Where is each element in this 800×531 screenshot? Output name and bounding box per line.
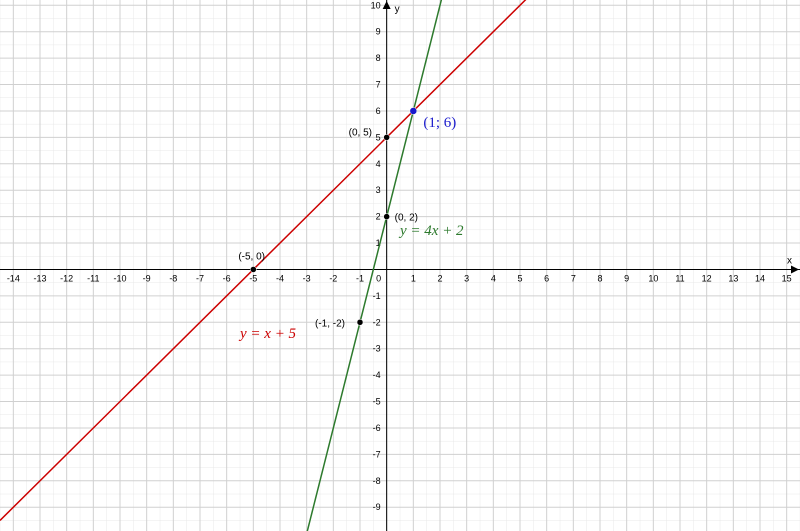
x-tick-label: -14 — [7, 273, 20, 283]
x-tick-label: 3 — [464, 273, 469, 283]
y-tick-label: 10 — [371, 0, 381, 10]
x-tick-label: 11 — [675, 273, 684, 283]
point-label-p1: (0, 5) — [349, 127, 372, 138]
x-tick-label: 1 — [411, 273, 416, 283]
point-p3 — [384, 214, 390, 220]
x-tick-label: 4 — [491, 273, 496, 283]
x-tick-label: 15 — [782, 273, 792, 283]
y-tick-label: -7 — [373, 449, 381, 459]
chart-svg: -14-13-12-11-10-9-8-7-6-5-4-3-2-10123456… — [0, 0, 800, 531]
x-tick-label: 14 — [755, 273, 765, 283]
x-tick-label: 6 — [544, 273, 549, 283]
y-tick-label: 5 — [376, 132, 381, 142]
point-label-intersection: (1; 6) — [423, 115, 456, 131]
y-tick-label: 8 — [376, 53, 381, 63]
y-tick-label: 9 — [376, 27, 381, 37]
x-tick-label: 13 — [728, 273, 738, 283]
green-line-label: y = 4x + 2 — [398, 223, 464, 239]
y-tick-label: -6 — [373, 423, 381, 433]
point-p1 — [384, 134, 390, 140]
x-tick-label: -4 — [276, 273, 284, 283]
y-tick-label: 2 — [376, 212, 381, 222]
y-tick-label: -8 — [373, 476, 381, 486]
y-tick-label: 7 — [376, 80, 381, 90]
point-label-p2: (-5, 0) — [238, 251, 265, 262]
point-label-p4: (-1, -2) — [315, 318, 345, 329]
tick-label-origin: 0 — [376, 273, 381, 283]
x-tick-label: 2 — [437, 273, 442, 283]
point-intersection — [410, 107, 417, 114]
x-tick-label: 12 — [702, 273, 712, 283]
point-p4 — [357, 319, 363, 325]
y-tick-label: -2 — [373, 317, 381, 327]
point-p2 — [250, 266, 256, 272]
x-tick-label: -10 — [113, 273, 126, 283]
y-tick-label: -5 — [373, 397, 381, 407]
x-tick-label: -11 — [87, 273, 99, 283]
x-tick-label: -13 — [33, 273, 46, 283]
y-tick-label: -3 — [373, 344, 381, 354]
x-tick-label: -2 — [329, 273, 337, 283]
x-tick-label: -6 — [223, 273, 231, 283]
y-axis-label: y — [395, 4, 400, 15]
x-tick-label: 8 — [597, 273, 602, 283]
y-tick-label: -4 — [373, 370, 381, 380]
x-tick-label: -8 — [169, 273, 177, 283]
x-axis-label: x — [787, 255, 792, 266]
x-tick-label: 9 — [624, 273, 629, 283]
x-tick-label: -3 — [303, 273, 311, 283]
y-tick-label: 4 — [376, 159, 381, 169]
y-tick-label: -1 — [373, 291, 381, 301]
red-line-label: y = x + 5 — [238, 326, 297, 342]
x-tick-label: -5 — [249, 273, 257, 283]
x-tick-label: -1 — [356, 273, 364, 283]
x-tick-label: 5 — [517, 273, 522, 283]
x-tick-label: -12 — [60, 273, 73, 283]
y-tick-label: -9 — [373, 502, 381, 512]
x-tick-label: 10 — [648, 273, 658, 283]
x-tick-label: -7 — [196, 273, 204, 283]
y-tick-label: 3 — [376, 185, 381, 195]
x-tick-label: -9 — [143, 273, 151, 283]
y-tick-label: 6 — [376, 106, 381, 116]
coordinate-chart: -14-13-12-11-10-9-8-7-6-5-4-3-2-10123456… — [0, 0, 800, 531]
x-tick-label: 7 — [571, 273, 576, 283]
point-label-p3: (0, 2) — [395, 213, 418, 224]
